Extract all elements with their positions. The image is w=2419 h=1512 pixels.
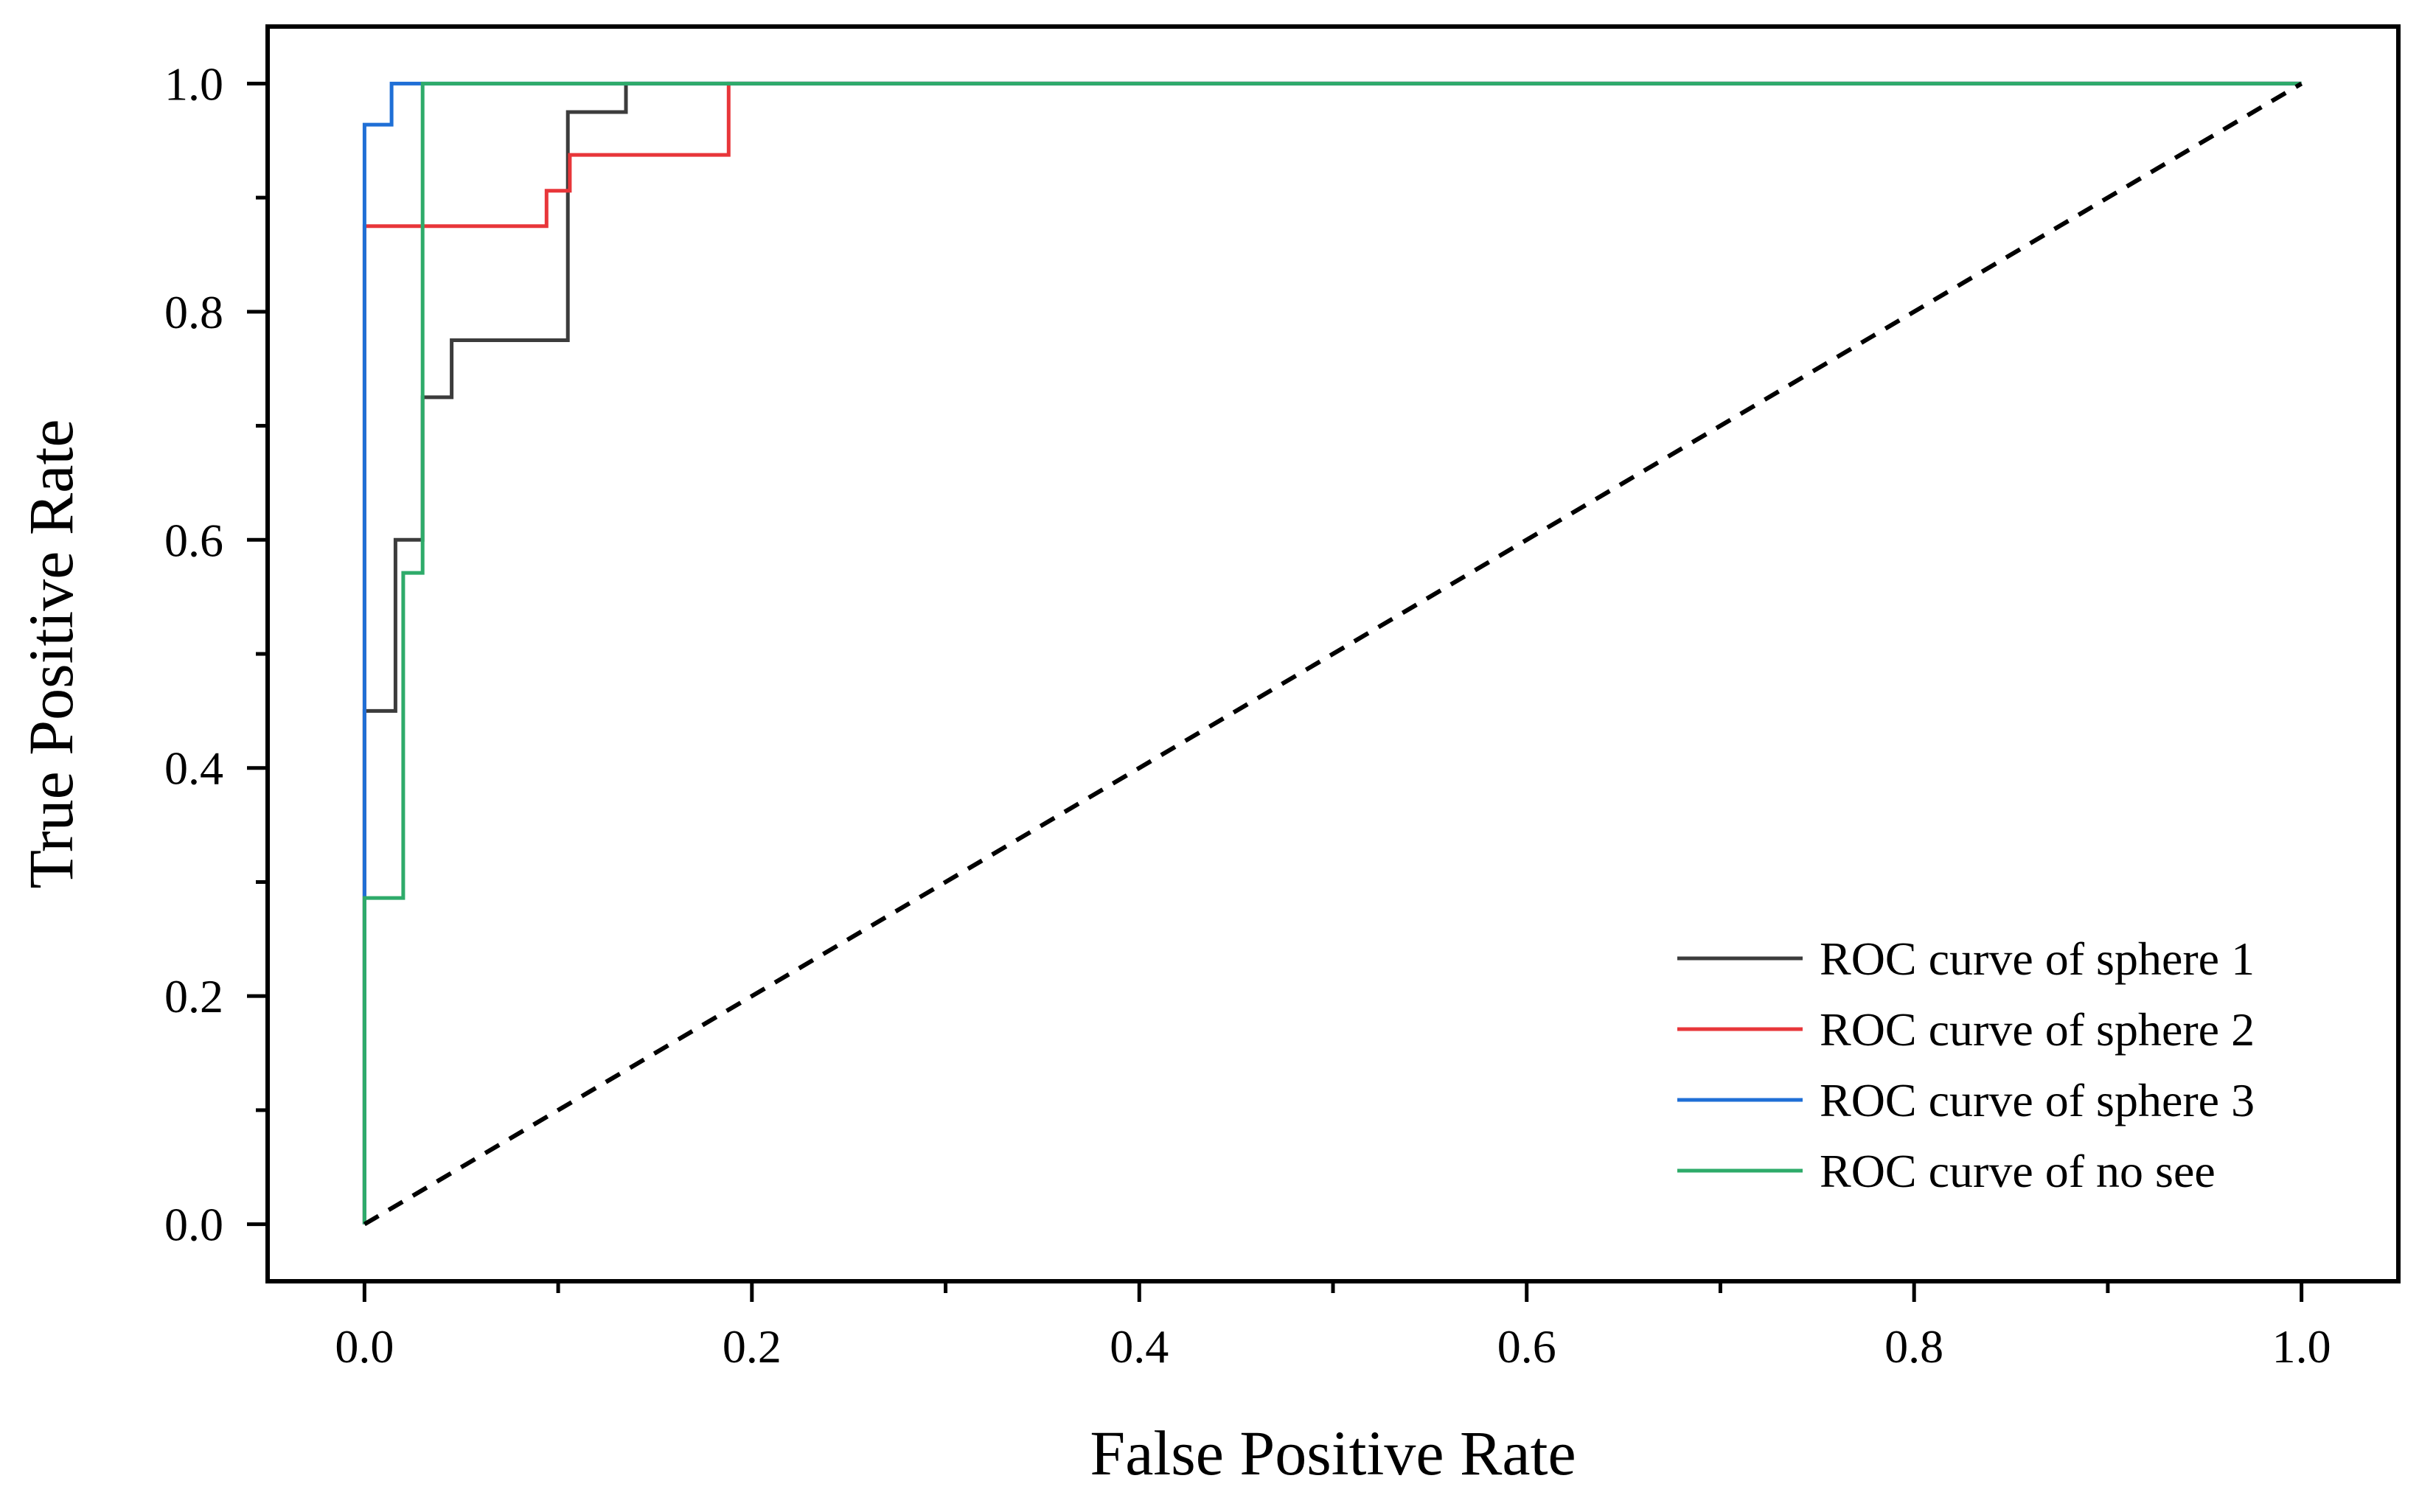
y-tick-label: 0.8 [164,286,223,338]
legend-label: ROC curve of sphere 1 [1820,933,2255,985]
x-tick-label: 0.2 [723,1320,782,1373]
y-tick-label: 0.6 [164,514,223,566]
legend: ROC curve of sphere 1 ROC curve of sphere… [1677,933,2255,1197]
series-layer [362,81,2303,1227]
x-tick-label: 0.6 [1497,1320,1556,1373]
diagonal-reference-line [363,81,2303,1227]
legend-label: ROC curve of no see [1820,1145,2216,1197]
y-tick-label: 0.4 [164,742,223,795]
series-line-4 [362,81,2302,1224]
ticks-layer: 0.0 0.2 0.4 0.6 0.8 1.0 0.0 0.2 0.4 0.6 0.8 1.0 [164,58,2331,1373]
series-line-2 [362,81,2302,1224]
y-axis-title: True Positive Rate [15,419,86,888]
x-tick-label: 1.0 [2272,1320,2331,1373]
x-tick-label: 0.8 [1884,1320,1943,1373]
series-line-1 [362,81,2302,1224]
y-tick-label: 1.0 [164,58,223,110]
legend-label: ROC curve of sphere 3 [1820,1074,2255,1126]
x-tick-label: 0.0 [335,1320,394,1373]
y-tick-label: 0.2 [164,970,223,1022]
x-tick-label: 0.4 [1110,1320,1169,1373]
y-tick-label: 0.0 [164,1199,223,1251]
x-axis-title: False Positive Rate [1090,1418,1576,1488]
legend-label: ROC curve of sphere 2 [1820,1003,2255,1056]
